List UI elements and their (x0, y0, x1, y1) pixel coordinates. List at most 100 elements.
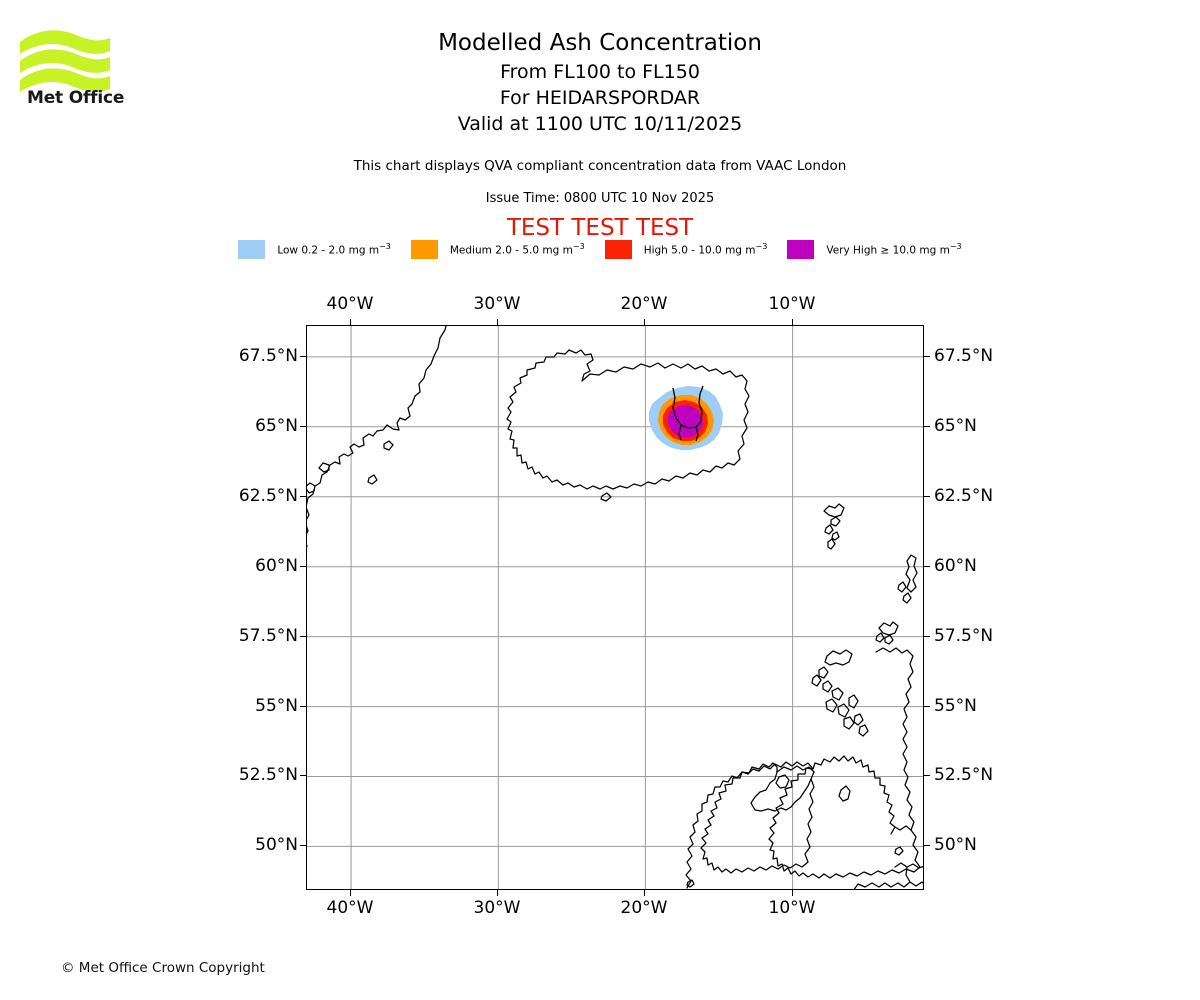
lat-label-left-55n: 55°N (255, 696, 298, 716)
volcano-line: For HEIDARSPORDAR (499, 87, 701, 109)
tick-lat-55-right (924, 706, 930, 708)
legend-label-low: Low 0.2 - 2.0 mg m−3 (277, 242, 391, 257)
chart-title-block: Modelled Ash Concentration From FL100 to… (0, 28, 1200, 137)
tick-lon-10-top (792, 319, 794, 325)
lat-label-right-50n: 50°N (934, 835, 977, 855)
lon-label-bottom-30w: 30°W (473, 898, 521, 918)
tick-lat-625-left (300, 496, 306, 498)
lat-label-left-50n: 50°N (255, 835, 298, 855)
coastline-channel-islands (894, 846, 904, 856)
test-banner: TEST TEST TEST (506, 215, 694, 241)
map-gridlines (307, 326, 923, 889)
coastline-vestmannaeyjar (600, 492, 612, 502)
plume-contour-very-high (668, 405, 703, 438)
legend-exp-medium: −3 (572, 242, 585, 252)
legend-swatch-medium (410, 240, 438, 259)
coastline-great-britain (685, 647, 921, 889)
coastline-france (853, 862, 923, 889)
legend-exp-low: −3 (379, 242, 391, 252)
legend-unit-very-high: mg m (919, 244, 950, 257)
coastline-orkney (875, 621, 899, 645)
legend-item-very-high: Very High ≥ 10.0 mg m−3 (787, 240, 962, 259)
lon-label-bottom-10w: 10°W (768, 898, 816, 918)
coastline-iceland-over-plume (672, 385, 704, 442)
tick-lon-40-top (350, 319, 352, 325)
lat-label-left-525n: 52.5°N (238, 765, 298, 785)
tick-lon-40-bottom (350, 890, 352, 896)
legend-item-high: High 5.0 - 10.0 mg m−3 (604, 240, 768, 259)
legend-label-very-high: Very High ≥ 10.0 mg m−3 (826, 242, 961, 257)
lat-label-left-675n: 67.5°N (238, 346, 298, 366)
lat-label-left-625n: 62.5°N (238, 486, 298, 506)
coastline-faroe-islands (823, 503, 845, 550)
legend-text-high: High (643, 244, 668, 257)
lat-label-right-55n: 55°N (934, 696, 977, 716)
coastlines (307, 326, 923, 889)
legend-unit-high: mg m (725, 244, 756, 257)
lat-label-right-525n: 52.5°N (934, 765, 994, 785)
legend-unit-low: mg m (348, 244, 380, 257)
lat-label-left-575n: 57.5°N (238, 626, 298, 646)
coastline-greenland-islet-2 (367, 474, 378, 485)
qva-note: This chart displays QVA compliant concen… (353, 158, 847, 174)
legend-exp-high: −3 (755, 242, 768, 252)
tick-lon-20-bottom (644, 890, 646, 896)
tick-lat-60-right (924, 566, 930, 568)
met-office-wordmark: Met Office (27, 88, 125, 108)
lat-label-left-60n: 60°N (255, 556, 298, 576)
legend-swatch-very-high (787, 240, 815, 259)
lat-label-right-625n: 62.5°N (934, 486, 994, 506)
map-plot-area: 40°W 30°W 20°W 10°W 40°W 30°W 20°W 10°W … (239, 294, 993, 918)
tick-lat-675-left (300, 356, 306, 358)
legend-range-high: 5.0 - 10.0 (671, 244, 722, 257)
lon-label-top-10w: 10°W (768, 294, 816, 314)
tick-lat-525-right (924, 775, 930, 777)
coastline-greenland-islet-1 (383, 440, 394, 451)
coastline-hebrides (811, 649, 869, 737)
copyright-notice: © Met Office Crown Copyright (61, 960, 265, 976)
flight-level-line: From FL100 to FL150 (500, 61, 700, 83)
tick-lon-20-top (644, 319, 646, 325)
lon-label-top-20w: 20°W (620, 294, 668, 314)
tick-lat-55-left (300, 706, 306, 708)
legend-range-very-high: ≥ 10.0 (880, 244, 917, 257)
map-frame (306, 325, 924, 890)
tick-lat-675-right (924, 356, 930, 358)
coastline-greenland-south (307, 507, 310, 548)
border-northern-ireland (750, 771, 812, 812)
lon-label-top-30w: 30°W (473, 294, 521, 314)
legend-swatch-low (238, 240, 266, 259)
tick-lat-625-right (924, 496, 930, 498)
lon-label-bottom-20w: 20°W (620, 898, 668, 918)
coastline-scilly (686, 879, 695, 888)
legend-item-medium: Medium 2.0 - 5.0 mg m−3 (410, 240, 585, 259)
tick-lon-10-bottom (792, 890, 794, 896)
coastline-shetland (897, 554, 918, 604)
tick-lat-65-left (300, 426, 306, 428)
legend-text-medium: Medium (449, 244, 492, 257)
lat-label-right-675n: 67.5°N (934, 346, 994, 366)
tick-lat-575-left (300, 636, 306, 638)
coastline-ireland (700, 762, 815, 874)
tick-lat-50-left (300, 845, 306, 847)
met-office-waves-icon (20, 30, 110, 92)
legend-label-high: High 5.0 - 10.0 mg m−3 (644, 242, 768, 257)
lat-label-right-65n: 65°N (934, 416, 977, 436)
lat-label-right-60n: 60°N (934, 556, 977, 576)
lat-label-right-575n: 57.5°N (934, 626, 994, 646)
lake-lough-neagh (775, 774, 790, 789)
concentration-legend: Low 0.2 - 2.0 mg m−3 Medium 2.0 - 5.0 mg… (0, 240, 1200, 259)
legend-item-low: Low 0.2 - 2.0 mg m−3 (238, 240, 391, 259)
tick-lat-525-left (300, 775, 306, 777)
legend-unit-medium: mg m (542, 244, 573, 257)
valid-time-line: Valid at 1100 UTC 10/11/2025 (457, 113, 743, 135)
coastline-greenland (307, 326, 447, 506)
ash-plume (649, 386, 723, 450)
tick-lat-575-right (924, 636, 930, 638)
legend-text-low: Low (277, 244, 299, 257)
tick-lon-30-bottom (497, 890, 499, 896)
legend-label-medium: Medium 2.0 - 5.0 mg m−3 (450, 242, 585, 257)
lat-label-left-65n: 65°N (255, 416, 298, 436)
met-office-logo: Met Office (14, 24, 134, 114)
legend-text-very-high: Very High (826, 244, 878, 257)
